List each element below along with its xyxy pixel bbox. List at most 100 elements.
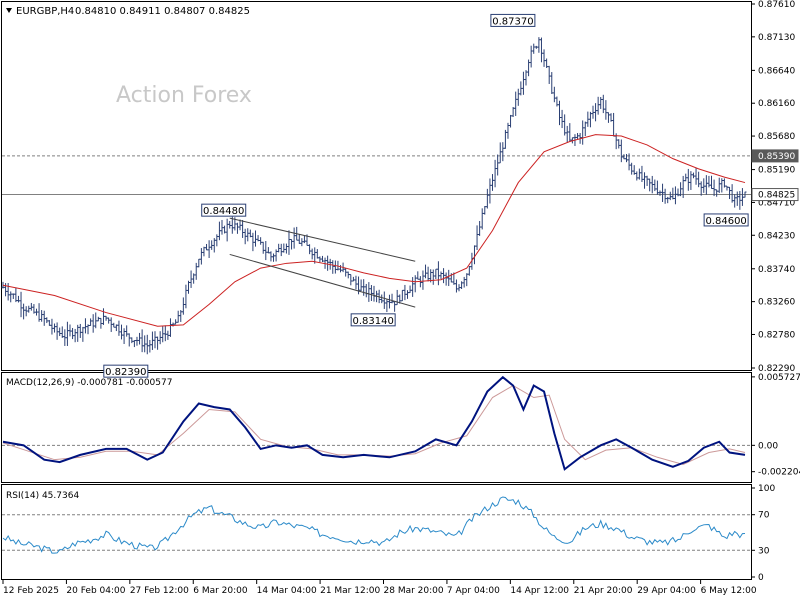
candle — [653, 179, 657, 192]
candle — [65, 321, 69, 346]
price-series-layer: 0.84480 0.82390 0.83140 0.87370 0.84600 — [1, 13, 751, 378]
candle — [663, 188, 667, 204]
ohlc-readout: 0.84810 0.84911 0.84807 0.84825 — [75, 6, 250, 17]
candle — [457, 284, 461, 292]
symbol-dropdown-icon[interactable] — [6, 8, 12, 13]
price-label-box — [751, 149, 799, 163]
candle — [73, 328, 77, 343]
price-tick-label: 0.87130 — [758, 33, 795, 43]
candle — [76, 324, 80, 342]
rsi-layer: 100 70 30 0 — [2, 484, 775, 583]
candle — [483, 206, 487, 215]
candle — [431, 269, 435, 285]
candle — [292, 227, 296, 249]
candle — [210, 240, 214, 250]
price-axis: 0.87610 0.87130 0.86640 0.86160 0.85680 0.851… — [751, 0, 799, 374]
candle — [707, 175, 711, 188]
rsi-label: RSI(14) 45.7364 — [6, 491, 79, 501]
candle — [519, 81, 523, 96]
price-tick-label: 0.84230 — [758, 231, 795, 241]
rsi-panel-frame — [1, 484, 752, 580]
candle — [725, 185, 729, 191]
candle — [81, 326, 85, 342]
time-tick-label: 12 Feb 2025 — [3, 586, 59, 596]
candle — [367, 282, 371, 302]
candle — [181, 297, 185, 315]
candle — [583, 121, 587, 137]
candle — [101, 308, 105, 325]
candle — [68, 324, 72, 337]
price-panel-frame — [1, 1, 752, 371]
annotation-text: 0.87370 — [492, 16, 533, 27]
candle — [86, 324, 90, 335]
annotation-text: 0.83140 — [352, 316, 393, 327]
annotation-text: 0.84480 — [203, 206, 244, 217]
candle — [202, 246, 206, 257]
candle — [117, 320, 121, 336]
price-tick-label: 0.86160 — [758, 99, 795, 109]
candle — [94, 312, 98, 329]
macd-tick-label: 0.00 — [758, 441, 778, 451]
candle — [346, 271, 350, 279]
annotation-box — [201, 203, 247, 217]
candle — [539, 37, 543, 63]
candle — [96, 316, 100, 322]
candle — [354, 275, 358, 290]
candle — [637, 168, 641, 180]
symbol-label: EURGBP,H4 — [16, 6, 74, 17]
candle — [439, 271, 443, 280]
candle — [717, 177, 721, 194]
candle — [217, 221, 221, 241]
candle — [673, 186, 677, 205]
candle — [532, 43, 536, 54]
candle — [382, 291, 386, 309]
candle — [655, 180, 659, 195]
candle — [733, 194, 737, 208]
candle — [676, 188, 680, 197]
candle — [32, 304, 36, 314]
candle — [279, 243, 283, 257]
candle — [150, 331, 154, 350]
candle — [475, 225, 479, 250]
candle — [599, 97, 603, 109]
candle — [534, 45, 538, 49]
candle — [351, 276, 355, 282]
candle — [45, 317, 49, 324]
candle — [284, 243, 288, 254]
candle — [563, 114, 567, 136]
candle — [635, 171, 639, 181]
candle — [552, 86, 556, 103]
time-tick-label: 7 Apr 04:00 — [447, 586, 500, 596]
rsi-tick-label: 0 — [758, 573, 764, 583]
candle — [109, 317, 113, 332]
candle — [581, 120, 585, 145]
price-tick-label: 0.86640 — [758, 66, 795, 76]
candle — [138, 332, 142, 345]
candle — [251, 232, 255, 252]
candle — [318, 256, 322, 263]
candle — [132, 340, 136, 348]
macd-panel-frame — [1, 372, 752, 483]
candle — [514, 91, 518, 116]
candle — [424, 264, 428, 279]
macd-layer: 0.005727 0.00 -0.002204 — [2, 373, 800, 478]
candle — [308, 244, 312, 255]
candle — [740, 188, 744, 206]
candle — [99, 317, 103, 329]
candle — [174, 319, 178, 325]
candle — [632, 165, 636, 175]
candle — [447, 269, 451, 287]
candle — [704, 175, 708, 195]
candle — [555, 96, 559, 107]
candle — [511, 106, 515, 117]
candle — [225, 218, 229, 242]
candle — [130, 337, 134, 344]
candle — [617, 139, 621, 149]
candle — [19, 291, 23, 318]
candle — [320, 255, 324, 262]
candle — [326, 255, 330, 271]
price-tick-label: 0.82290 — [758, 364, 795, 374]
candle — [547, 65, 551, 84]
candle — [444, 272, 448, 286]
annotation-box — [703, 213, 749, 227]
